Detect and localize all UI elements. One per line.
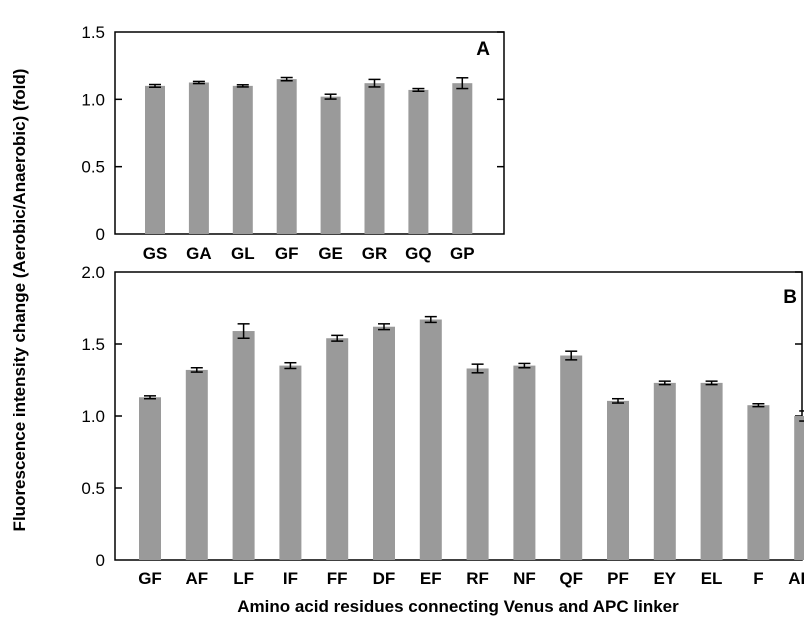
bar [700,382,723,560]
x-tick-label: GQ [405,244,431,263]
error-bar [192,80,205,85]
x-tick-label: EF [420,569,442,588]
error-bar [612,397,624,404]
bar [373,326,395,560]
x-tick-label: EL [701,569,723,588]
panel-b-letter: B [783,287,797,308]
y-tick-label: 1.0 [81,407,105,426]
panel-b-frame [114,271,803,561]
x-tick-label: IF [283,569,298,588]
bar [188,82,209,234]
panel-a-frame [114,31,505,235]
bar [139,397,161,560]
panel-b-chart: 0 0.5 1.0 1.5 2.0 GF AF LF IF FF DF EF RF NF QF PF EY EL F… [81,263,804,588]
error-bar [518,362,531,369]
y-tick-label: 0 [96,225,105,244]
error-bar [471,363,484,374]
x-axis-title: Amino acid residues connecting Venus and… [237,597,679,616]
x-tick-label: EY [653,569,676,588]
bar [419,319,442,560]
bar [653,382,676,560]
x-tick-label: QF [559,569,583,588]
bar [279,365,302,560]
panel-a-marks: 0 0.5 1.0 1.5 GS GA GL GF GE GR GQ GP [81,23,504,263]
x-tick-label: DF [373,569,396,588]
bar [607,400,629,560]
error-bar [658,380,671,386]
y-tick-label: 0.5 [81,158,105,177]
error-bar [705,380,718,386]
x-tick-label: GS [143,244,168,263]
bar [513,365,536,560]
error-bar [324,93,337,100]
bar [145,85,165,234]
y-tick-label: 1.5 [81,335,105,354]
x-tick-label: AEF [788,569,804,588]
bar [794,416,804,560]
x-tick-label: FF [327,569,348,588]
panel-b-marks: 0 0.5 1.0 1.5 2.0 GF AF LF IF FF DF EF RF NF QF PF EY EL F… [81,263,804,588]
error-bar [799,410,804,422]
error-bar [149,83,161,88]
error-bar [236,84,249,88]
y-tick-label: 0.5 [81,479,105,498]
bar [747,405,770,560]
bar [276,79,297,234]
error-bar [144,395,156,400]
x-tick-label: GR [362,244,388,263]
bar [232,331,255,560]
error-bar [424,315,437,324]
x-tick-label: GA [186,244,212,263]
error-bar [237,323,250,339]
x-tick-label: GE [318,244,343,263]
x-tick-label: GP [450,244,475,263]
x-tick-label: GF [138,569,162,588]
error-bar [284,361,297,370]
x-tick-label: AF [185,569,208,588]
error-bar [752,403,765,408]
error-bar [368,78,381,88]
bar [408,89,429,234]
y-tick-label: 1.0 [81,90,105,109]
bar [560,355,583,560]
x-tick-label: LF [233,569,254,588]
y-tick-label: 0 [96,551,105,570]
error-bar [565,350,578,361]
error-bar [190,367,203,373]
x-tick-label: F [753,569,763,588]
x-tick-label: NF [513,569,536,588]
error-bar [280,76,293,82]
y-tick-label: 1.5 [81,23,105,42]
bar [326,338,349,560]
bar [364,83,385,234]
x-tick-label: PF [607,569,629,588]
x-tick-label: GF [275,244,299,263]
bar [466,368,489,560]
bar [320,96,341,234]
x-tick-label: RF [466,569,489,588]
bar [185,369,208,560]
error-bar [456,77,469,90]
error-bar [331,334,344,342]
panel-a-letter: A [476,39,490,60]
error-bar [378,323,390,331]
panel-a-chart: 0 0.5 1.0 1.5 GS GA GL GF GE GR GQ GP A [81,23,505,263]
y-tick-label: 2.0 [81,263,105,282]
bar [232,85,253,234]
error-bar [412,87,425,93]
x-tick-label: GL [231,244,255,263]
bar [452,83,473,234]
y-axis-title: Fluorescence intensity change (Aerobic/A… [10,69,29,532]
